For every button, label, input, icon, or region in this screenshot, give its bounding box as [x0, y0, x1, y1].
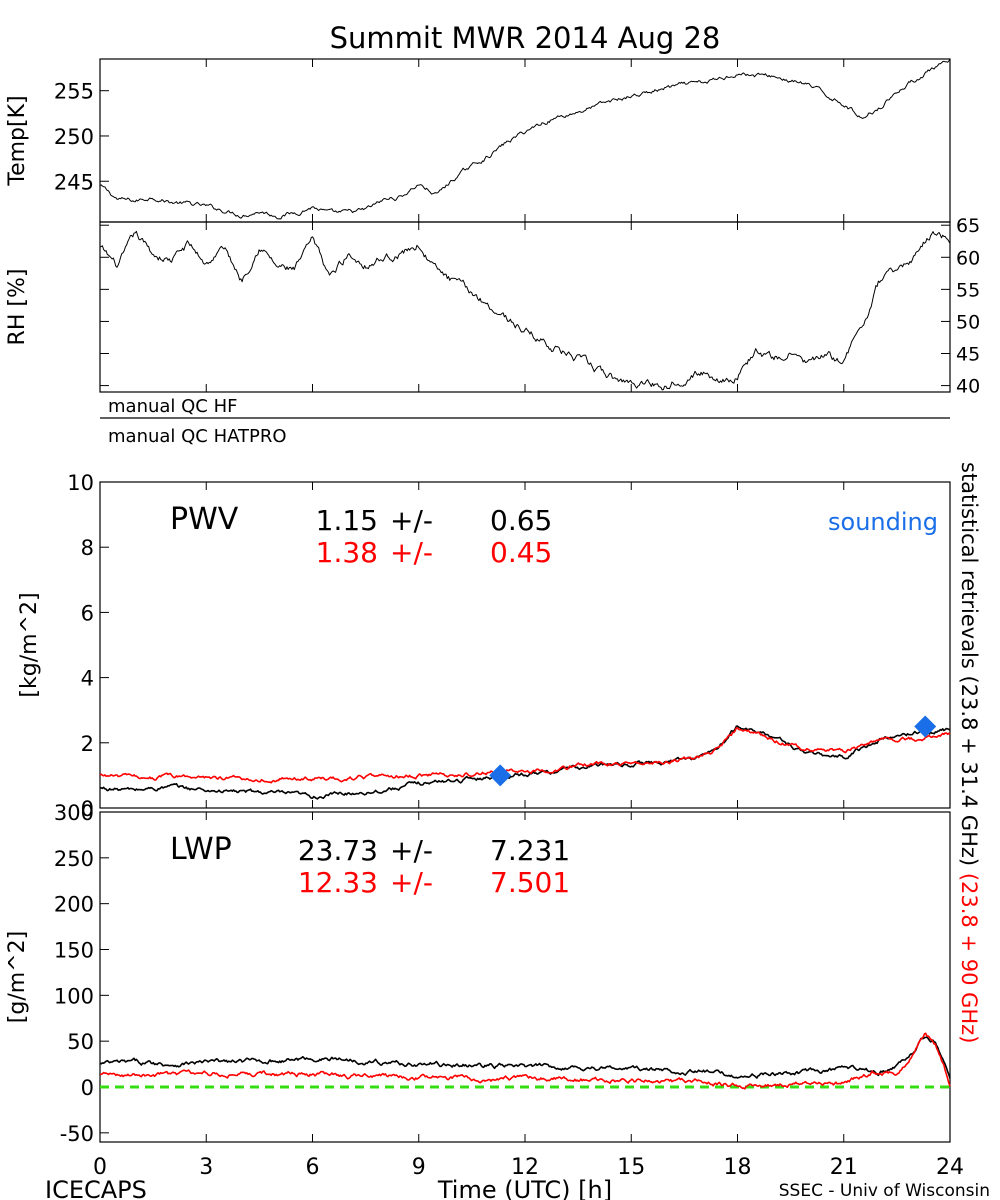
pwv-stat-err: 0.45 [490, 536, 552, 569]
temp-ytick-label: 245 [54, 170, 94, 194]
qc-block: manual QC HF manual QC HATPRO [100, 396, 950, 447]
pwv-stat-value: 1.15 [316, 504, 378, 537]
pwv-panel: 0 2 4 6 8 10 [kg/m^2] sounding PWV 1.15 +/- 0.65 1.3… [17, 471, 951, 821]
pwv-ytick-label: 2 [81, 732, 94, 756]
lwp-panel-label: LWP [170, 832, 232, 867]
lwp-xtick-label: 6 [306, 1155, 320, 1180]
lwp-xtick-label: 0 [93, 1155, 107, 1180]
lwp-ylabel: [g/m^2] [5, 931, 30, 1023]
lwp-stat-err: 7.231 [490, 834, 570, 867]
lwp-ytick-label: 250 [54, 847, 94, 871]
lwp-stat-value: 12.33 [298, 866, 378, 899]
sounding-point [489, 764, 512, 787]
pwv-ytick-label: 4 [81, 667, 94, 691]
right-label-red: (23.8 + 90 GHz) [957, 873, 981, 1044]
rh-ytick-label: 65 [956, 215, 980, 237]
lwp-series-red-line [100, 1032, 951, 1090]
lwp-ytick-label: 100 [54, 984, 94, 1008]
rh-ytick-label: 50 [956, 311, 980, 333]
x-axis-label: Time (UTC) [h] [437, 1176, 612, 1200]
sounding-legend: sounding [828, 508, 938, 536]
lwp-ytick-label: 300 [54, 801, 94, 825]
right-label-black: statistical retrievals (23.8 + 31.4 GHz) [957, 462, 981, 866]
pwv-stat-value: 1.38 [316, 536, 378, 569]
lwp-ytick-label: 50 [67, 1030, 94, 1054]
lwp-series-black-line [99, 1036, 951, 1079]
lwp-ytick-label: -50 [60, 1122, 94, 1146]
pwv-ylabel: [kg/m^2] [17, 592, 42, 697]
sounding-point [914, 715, 937, 738]
qc-label-hatpro: manual QC HATPRO [108, 426, 287, 447]
lwp-panel: -50 0 50 100 150 200 250 300 0 3 6 9 12 15 18 21 24 [g/m^… [5, 801, 964, 1180]
right-vertical-label: statistical retrievals (23.8 + 31.4 GHz)… [957, 462, 981, 1043]
pwv-stat-pm: +/- [390, 504, 433, 537]
temperature-panel: 245 250 255 Temp[K] [5, 58, 951, 223]
footer-left: ICECAPS [45, 1176, 147, 1200]
temp-ylabel: Temp[K] [5, 95, 30, 186]
lwp-ytick-label: 0 [81, 1076, 94, 1100]
lwp-stat-err: 7.501 [490, 866, 570, 899]
lwp-ytick-label: 150 [54, 939, 94, 963]
figure-title: Summit MWR 2014 Aug 28 [330, 21, 721, 55]
temp-series-black-line [99, 59, 951, 220]
rh-ylabel: RH [%] [5, 269, 30, 346]
temp-ytick-label: 250 [54, 125, 94, 149]
lwp-xtick-label: 15 [617, 1155, 645, 1180]
pwv-ytick-label: 6 [81, 601, 94, 625]
rh-ytick-label: 55 [956, 279, 980, 301]
pwv-series-black-line [99, 725, 951, 800]
pwv-stat-pm: +/- [390, 536, 433, 569]
pwv-stat-err: 0.65 [490, 504, 552, 537]
rh-series-black-line [99, 230, 951, 391]
svg-text:statistical retrievals (23.8 +: statistical retrievals (23.8 + 31.4 GHz)… [957, 462, 981, 1043]
temp-frame [99, 58, 951, 223]
lwp-xtick-label: 3 [199, 1155, 213, 1180]
rh-ytick-label: 40 [956, 376, 980, 398]
rh-panel: 40 45 50 55 60 65 RH [%] [5, 215, 980, 397]
lwp-stat-pm: +/- [390, 834, 433, 867]
lwp-xtick-label: 9 [412, 1155, 426, 1180]
pwv-ytick-label: 8 [81, 536, 94, 560]
lwp-xtick-label: 18 [724, 1155, 752, 1180]
rh-ytick-label: 60 [956, 247, 980, 269]
pwv-ytick-label: 10 [67, 471, 94, 495]
qc-label-hf: manual QC HF [108, 396, 237, 417]
footer-right: SSEC - Univ of Wisconsin [779, 1181, 990, 1200]
rh-frame [99, 221, 951, 393]
pwv-series-red-line [99, 727, 951, 784]
rh-ytick-label: 45 [956, 344, 980, 366]
lwp-ytick-label: 200 [54, 893, 94, 917]
pwv-panel-label: PWV [170, 502, 239, 537]
lwp-xtick-label: 24 [936, 1155, 964, 1180]
lwp-xtick-label: 12 [511, 1155, 539, 1180]
pwv-ytick-label: 0 [81, 797, 94, 821]
lwp-xtick-label: 21 [830, 1155, 858, 1180]
lwp-stat-value: 23.73 [298, 834, 378, 867]
temp-ytick-label: 255 [54, 80, 94, 104]
lwp-stat-pm: +/- [390, 866, 433, 899]
